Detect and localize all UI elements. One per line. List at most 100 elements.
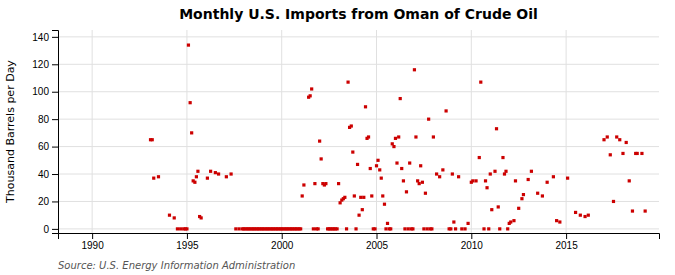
- tick-mark: [282, 233, 283, 239]
- point: [471, 179, 474, 182]
- point: [345, 227, 348, 230]
- x-axis: 1990 1995 2000 2005 2010 2015: [59, 233, 660, 251]
- point: [391, 142, 394, 145]
- axis-line: [59, 234, 660, 240]
- point: [370, 194, 373, 197]
- grid: [58, 30, 659, 233]
- point: [640, 152, 643, 155]
- point: [609, 153, 612, 156]
- point: [517, 207, 520, 210]
- point: [309, 94, 312, 97]
- point: [441, 168, 444, 171]
- point: [530, 170, 533, 173]
- point: [449, 227, 452, 230]
- tick: 2000: [271, 233, 294, 251]
- grid-line: [58, 91, 659, 92]
- point: [375, 164, 378, 167]
- point: [313, 182, 316, 185]
- tick-mark: [92, 233, 93, 239]
- point: [536, 192, 539, 195]
- point: [217, 172, 220, 175]
- point: [380, 177, 383, 180]
- tick: 140: [32, 32, 58, 43]
- point: [493, 170, 496, 173]
- point: [337, 182, 340, 185]
- point: [187, 43, 190, 46]
- point: [320, 157, 323, 160]
- title: Monthly U.S. Imports from Oman of Crude …: [179, 6, 538, 22]
- point: [484, 179, 487, 182]
- point: [359, 196, 362, 199]
- point: [397, 135, 400, 138]
- point: [574, 211, 577, 214]
- tick-label: 60: [38, 141, 50, 152]
- point: [373, 227, 376, 230]
- point: [474, 179, 477, 182]
- point: [209, 170, 212, 173]
- point: [606, 135, 609, 138]
- grid-line: [58, 36, 659, 37]
- point: [346, 81, 349, 84]
- grid-line: [58, 146, 659, 147]
- tick-label: 2010: [461, 240, 484, 251]
- point: [357, 214, 360, 217]
- point: [310, 87, 313, 90]
- point: [395, 161, 398, 164]
- point: [631, 209, 634, 212]
- point: [418, 182, 421, 185]
- point: [173, 216, 176, 219]
- point: [324, 182, 327, 185]
- axis-line: [52, 31, 59, 234]
- point: [628, 179, 631, 182]
- point: [482, 227, 485, 230]
- grid-line: [471, 30, 472, 233]
- tick-label: 2000: [271, 240, 294, 251]
- grid-line: [376, 30, 377, 233]
- point: [400, 167, 403, 170]
- point: [460, 227, 463, 230]
- tick-label: 1995: [176, 240, 199, 251]
- tick: 2015: [555, 233, 578, 251]
- point: [384, 227, 387, 230]
- point: [151, 138, 154, 141]
- point: [361, 208, 364, 211]
- point: [200, 216, 203, 219]
- point: [509, 220, 512, 223]
- point: [583, 215, 586, 218]
- tick-mark: [52, 229, 58, 230]
- tick-label: 2005: [366, 240, 389, 251]
- point: [463, 227, 466, 230]
- point: [407, 227, 410, 230]
- tick-mark: [52, 37, 58, 38]
- tick-mark: [52, 201, 58, 202]
- point: [541, 194, 544, 197]
- point: [196, 170, 199, 173]
- tick-label: 140: [32, 32, 49, 43]
- point: [552, 175, 555, 178]
- tick: 1990: [82, 233, 105, 251]
- source: Source: U.S. Energy Information Administ…: [58, 260, 295, 271]
- point: [381, 194, 384, 197]
- point: [318, 140, 321, 143]
- tick-mark: [471, 233, 472, 239]
- point: [512, 219, 515, 222]
- point: [495, 127, 498, 130]
- tick-label: 100: [32, 86, 49, 97]
- tick-mark: [52, 147, 58, 148]
- tick: 1995: [176, 233, 199, 251]
- point: [615, 135, 618, 138]
- point: [301, 194, 304, 197]
- tick-label: 20: [38, 196, 50, 207]
- point: [546, 181, 549, 184]
- grid-line: [566, 30, 567, 233]
- point: [376, 159, 379, 162]
- point: [489, 172, 492, 175]
- point: [498, 227, 501, 230]
- tick-mark: [52, 92, 58, 93]
- point: [405, 190, 408, 193]
- point: [522, 193, 525, 196]
- tick-label: 1990: [82, 240, 105, 251]
- point: [389, 227, 392, 230]
- point: [367, 135, 370, 138]
- point: [452, 220, 455, 223]
